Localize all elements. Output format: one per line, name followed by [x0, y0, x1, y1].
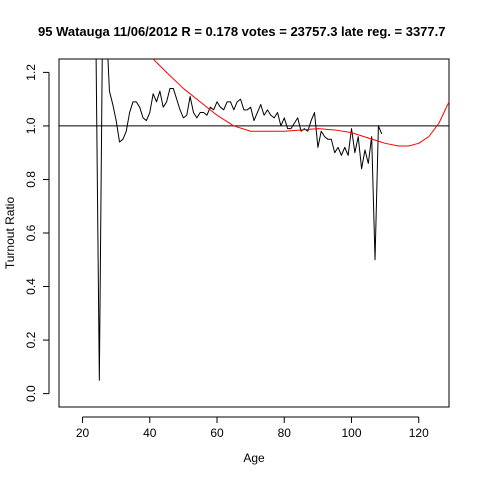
x-tick-label: 120	[409, 426, 429, 440]
y-tick-label: 0.4	[24, 278, 38, 295]
y-tick-label: 1.2	[24, 64, 38, 81]
series-line-1	[95, 59, 383, 381]
y-tick-label: 0.2	[24, 331, 38, 348]
x-tick-label: 40	[143, 426, 157, 440]
plot-frame	[58, 58, 450, 408]
x-axis-label: Age	[243, 451, 265, 465]
series-line-2	[152, 59, 449, 147]
y-tick-label: 0.6	[24, 224, 38, 241]
x-tick-label: 80	[278, 426, 292, 440]
x-tick-label: 20	[76, 426, 90, 440]
x-axis-ticks: 20 40 60 80 100 120	[76, 416, 429, 440]
y-axis-label: Turnout Ratio	[3, 197, 17, 270]
y-tick-label: 0.8	[24, 171, 38, 188]
y-axis-ticks: 0.0 0.2 0.4 0.6 0.8 1.0 1.2	[24, 64, 50, 402]
x-tick-label: 60	[210, 426, 224, 440]
y-tick-label: 0.0	[24, 385, 38, 402]
x-tick-label: 100	[341, 426, 361, 440]
plot-area	[58, 58, 450, 408]
y-tick-label: 1.0	[24, 117, 38, 134]
chart-title: 95 Watauga 11/06/2012 R = 0.178 votes = …	[38, 24, 446, 39]
